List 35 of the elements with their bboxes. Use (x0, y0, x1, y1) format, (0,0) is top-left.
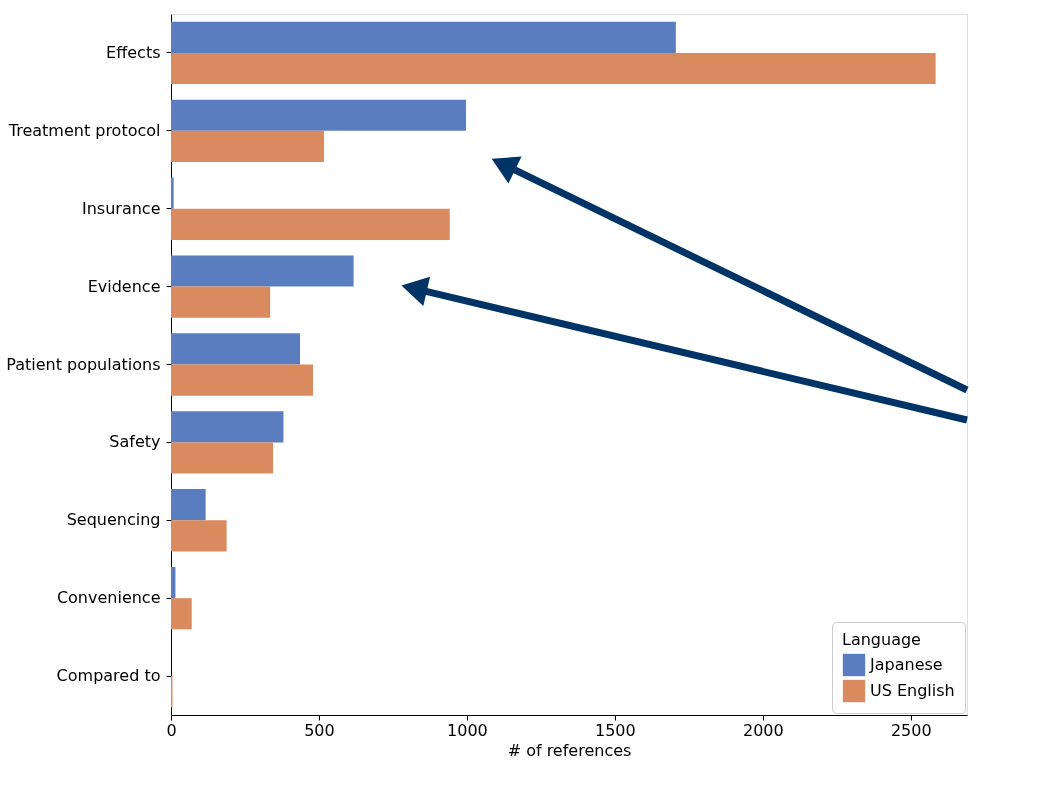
legend-label: US English (870, 681, 955, 700)
legend-label: Japanese (869, 655, 943, 674)
legend-title: Language (842, 630, 921, 649)
bar (171, 208, 450, 240)
bar (171, 411, 284, 443)
bar (171, 21, 676, 53)
bar (171, 567, 176, 599)
bar (171, 442, 274, 474)
x-tick-label: 1000 (447, 720, 488, 740)
y-tick-label: Compared to (56, 666, 161, 686)
bar (171, 489, 206, 521)
y-tick-label: Safety (109, 432, 161, 452)
bar (171, 333, 301, 365)
y-tick-label: Evidence (87, 276, 161, 296)
x-tick-label: 2000 (742, 720, 784, 740)
bar (171, 130, 324, 162)
x-tick-label: 2500 (890, 720, 932, 740)
bar (171, 598, 192, 630)
y-tick-label: Convenience (56, 588, 161, 608)
bar (171, 255, 354, 287)
bar (171, 52, 936, 85)
y-tick-label: Treatment protocol (7, 120, 161, 140)
y-tick-label: Insurance (82, 198, 161, 218)
bar (171, 286, 271, 318)
x-axis-title: # of references (507, 740, 632, 760)
y-tick-label: Patient populations (6, 354, 161, 374)
bar (171, 177, 174, 209)
x-tick-label: 0 (166, 720, 177, 740)
x-tick-label: 500 (304, 720, 335, 740)
bar (171, 520, 227, 552)
y-tick-label: Effects (106, 42, 161, 62)
x-tick-label: 1500 (595, 720, 636, 740)
y-tick-label: Sequencing (66, 510, 161, 530)
bar (171, 99, 467, 131)
bar (171, 364, 314, 396)
